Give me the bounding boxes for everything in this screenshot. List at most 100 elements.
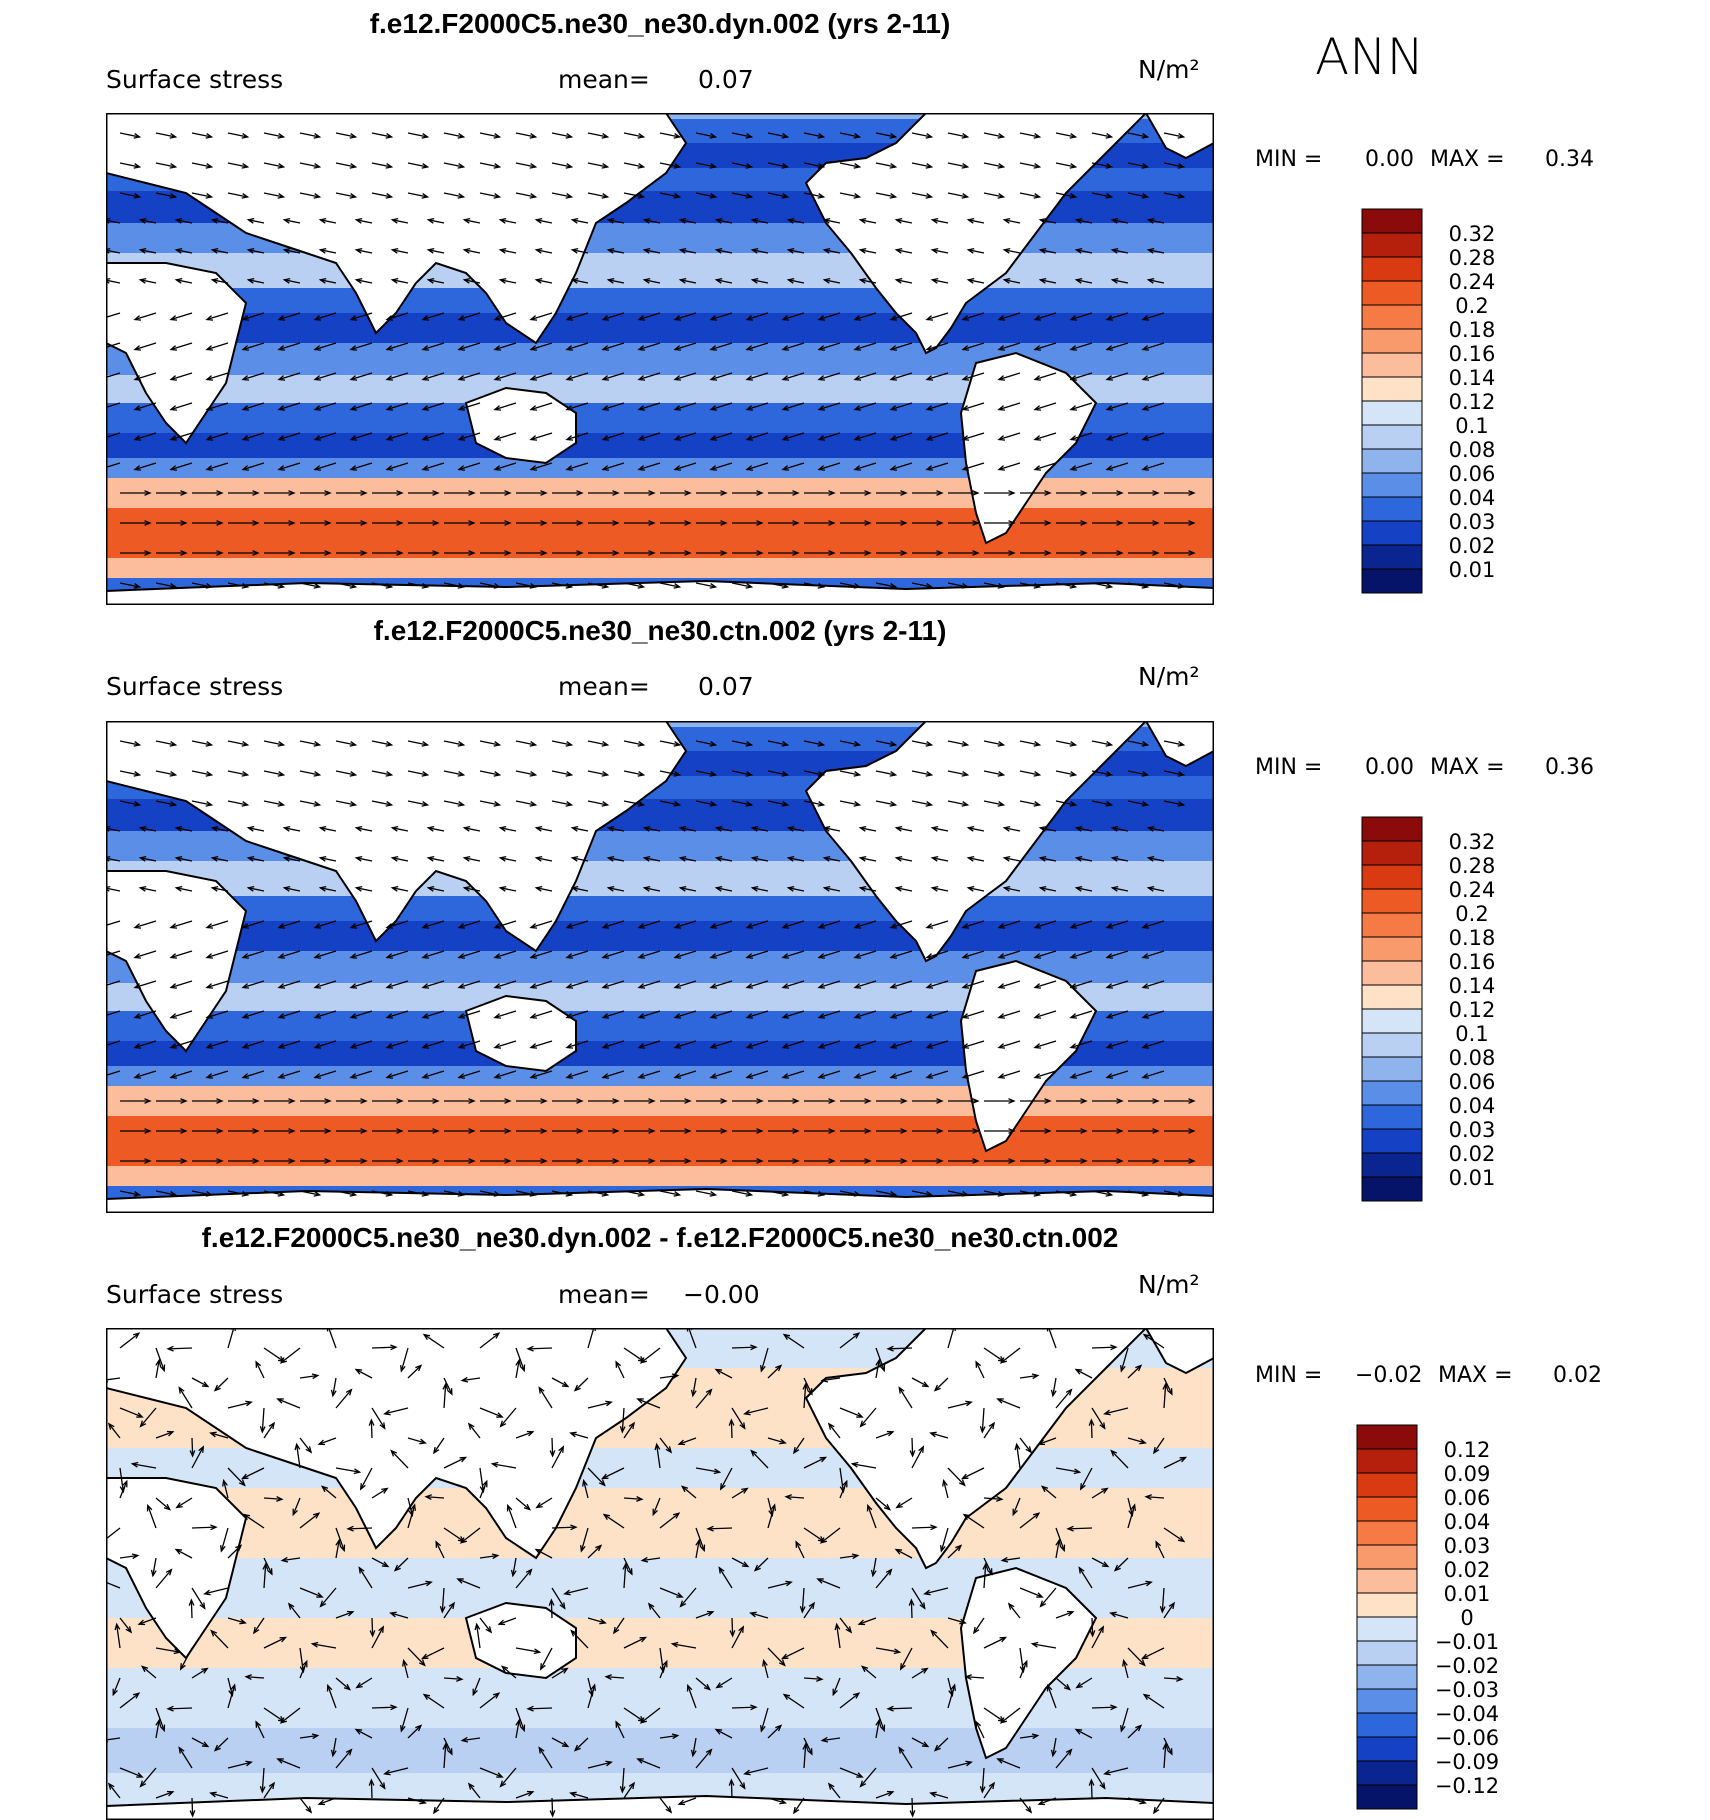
colorbar-swatch	[1361, 472, 1423, 498]
stress-vector	[1105, 1010, 1129, 1019]
stress-vector	[385, 402, 409, 411]
stress-vector	[804, 1128, 836, 1134]
stress-vector	[253, 1617, 265, 1635]
stress-vector	[601, 342, 625, 351]
stress-vector	[480, 1128, 512, 1134]
stress-vector	[1033, 950, 1057, 959]
stress-vector	[444, 1158, 476, 1164]
stress-vector	[178, 1386, 193, 1409]
stress-vector	[369, 1617, 376, 1638]
colorbar-tick-label: 0.02	[1449, 1142, 1496, 1166]
stress-vector	[659, 162, 682, 169]
stress-vector	[637, 1010, 661, 1019]
stress-vector	[313, 342, 337, 351]
stress-vector	[799, 1587, 806, 1614]
stress-vector	[372, 1098, 404, 1104]
stress-vector	[255, 1720, 265, 1739]
stress-vector	[983, 192, 1006, 199]
stress-vector	[997, 950, 1021, 959]
stress-vector	[107, 1422, 121, 1439]
stress-vector	[534, 855, 553, 862]
stress-vector	[624, 1098, 656, 1104]
stress-vector	[444, 520, 476, 526]
stress-vector	[515, 1718, 522, 1739]
stress-vector	[930, 277, 949, 284]
stress-vector	[1105, 372, 1129, 381]
stress-vector	[529, 342, 553, 351]
stress-vector	[911, 1377, 930, 1388]
stress-vector	[889, 312, 913, 321]
continent-outline	[1144, 113, 1214, 160]
stress-vector	[551, 800, 574, 807]
stress-vector	[637, 372, 661, 381]
stress-vector	[714, 1368, 733, 1379]
field-band	[106, 861, 1214, 896]
stress-vector	[1127, 1797, 1147, 1805]
colorbar-swatch	[1356, 1664, 1418, 1690]
stress-vector	[385, 1010, 409, 1019]
stress-vector	[106, 1070, 121, 1077]
stress-vector	[1055, 1388, 1073, 1409]
stress-vector	[318, 277, 337, 284]
stress-vector	[276, 1398, 301, 1409]
stress-vector	[1163, 1456, 1188, 1469]
stress-vector	[119, 1767, 144, 1778]
stress-vector	[407, 1503, 416, 1529]
stress-vector	[335, 770, 358, 777]
stress-vector	[106, 402, 121, 409]
stress-vector	[385, 312, 409, 321]
stress-vector	[313, 432, 337, 441]
stress-vector	[1079, 1467, 1093, 1491]
stress-vector	[983, 740, 1006, 747]
stress-vector	[138, 247, 157, 254]
stress-vector	[336, 550, 368, 556]
field-band	[106, 896, 1214, 921]
stress-vector	[456, 1578, 481, 1589]
stress-vector	[670, 1641, 697, 1649]
stress-vector	[426, 885, 445, 892]
stress-vector	[786, 247, 805, 254]
stress-vector	[982, 1562, 989, 1589]
colorbar-swatch	[1361, 256, 1423, 282]
stress-vector	[1037, 1437, 1057, 1446]
stress-vector	[1002, 825, 1021, 832]
stress-vector	[839, 132, 862, 139]
stress-vector	[1091, 192, 1114, 199]
stress-vector	[619, 1407, 626, 1434]
stress-vector	[385, 372, 409, 381]
stress-vector	[119, 582, 142, 589]
stress-vector	[659, 1797, 673, 1814]
stress-vector	[961, 432, 985, 441]
stress-vector	[500, 1665, 517, 1679]
stress-vector	[1055, 740, 1078, 747]
stress-vector	[549, 1797, 556, 1818]
stress-vector	[421, 950, 445, 959]
stress-vector	[1069, 402, 1093, 411]
stress-vector	[623, 1636, 648, 1649]
stress-vector	[210, 277, 229, 284]
stress-vector	[1128, 1098, 1160, 1104]
continent-outline	[804, 1328, 1148, 1570]
stress-vector	[749, 1611, 769, 1619]
stress-vector	[715, 1677, 733, 1689]
stress-vector	[817, 372, 841, 381]
stress-vector	[241, 372, 265, 381]
stress-vector	[493, 1010, 517, 1019]
stress-vector	[623, 800, 646, 807]
stress-vector	[853, 312, 877, 321]
stress-vector	[768, 1158, 800, 1164]
stress-vector	[569, 1791, 589, 1799]
stress-vector	[803, 1675, 824, 1682]
surface-stress-map	[106, 721, 1214, 1213]
surface-stress-difference-map	[106, 1328, 1214, 1820]
stress-vector	[804, 550, 836, 556]
stress-vector	[714, 825, 733, 832]
stress-vector	[529, 1040, 553, 1049]
stress-vector	[371, 1557, 390, 1568]
stress-vector	[860, 1665, 877, 1679]
colorbar-tick-label: 0.2	[1455, 294, 1488, 318]
stress-vector	[1109, 1611, 1129, 1619]
stress-vector	[479, 1190, 502, 1197]
stress-vector	[259, 1767, 266, 1794]
stress-vector	[588, 490, 620, 496]
